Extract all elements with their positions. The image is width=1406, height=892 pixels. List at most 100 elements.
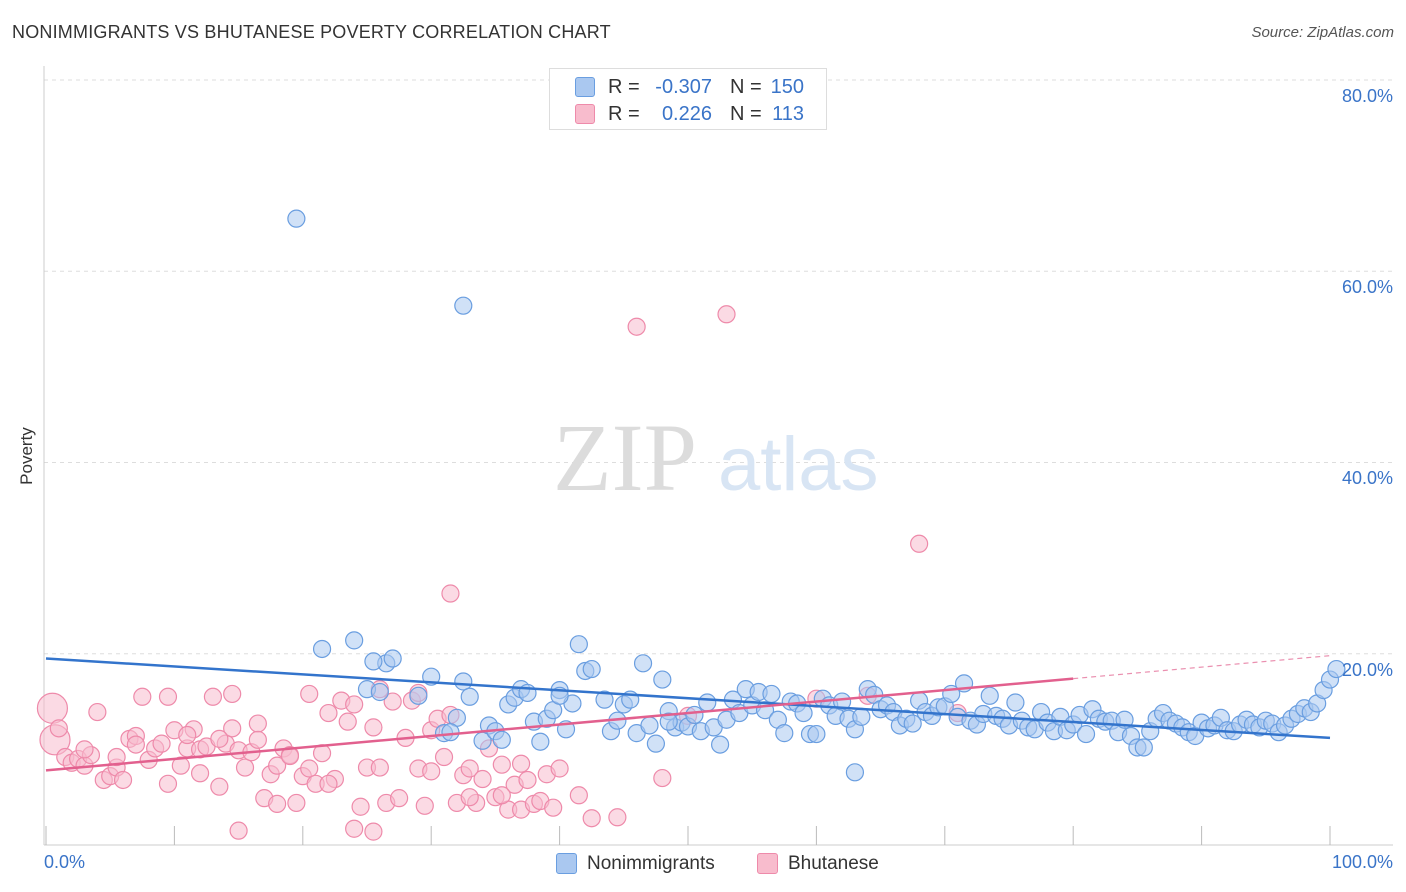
legend-label: Bhutanese: [788, 853, 879, 874]
r-label: R =: [608, 76, 640, 98]
trend-lines: [45, 655, 1331, 772]
bhutanese-point: [203, 687, 223, 706]
nonimmigrants-point: [582, 659, 601, 679]
bhutanese-point: [383, 692, 402, 711]
bhutanese-point: [107, 747, 126, 767]
nonimmigrants-trend-line: [45, 657, 1331, 740]
bhutanese-point: [158, 687, 178, 706]
bhutanese-point: [422, 762, 441, 781]
bhutanese-point: [126, 735, 145, 754]
bhutanese-point: [544, 798, 563, 817]
chart-title: NONIMMIGRANTS VS BHUTANESE POVERTY CORRE…: [12, 22, 611, 42]
nonimmigrants-point: [775, 724, 794, 743]
watermark-atlas: atlas: [718, 422, 879, 507]
bhutanese-point: [88, 702, 107, 722]
bhutanese-point: [550, 759, 569, 778]
bhutanese-point: [229, 821, 248, 840]
grid-lines: [44, 79, 1393, 655]
bhutanese-point: [190, 764, 210, 783]
bhutanese-points: [36, 305, 967, 841]
nonimmigrants-point: [1134, 738, 1153, 757]
bhutanese-point: [364, 718, 383, 737]
nonimmigrants-point: [454, 672, 473, 691]
nonimmigrants-point: [1327, 659, 1346, 679]
nonimmigrants-point: [364, 652, 383, 671]
bhutanese-point: [287, 793, 306, 813]
bhutanese-point: [248, 730, 267, 749]
y-tick-label: 80.0%: [1341, 86, 1393, 106]
bhutanese-point: [653, 768, 672, 788]
nonimmigrants-point: [370, 682, 389, 702]
nonimmigrants-point: [633, 654, 653, 673]
bhutanese-point: [178, 725, 197, 745]
y-tick-label: 60.0%: [1341, 277, 1393, 297]
bhutanese-point: [345, 695, 364, 714]
nonimmigrants-point: [698, 693, 717, 712]
bhutanese-point: [223, 719, 242, 738]
r-label: R =: [608, 103, 640, 125]
nonimmigrants-point: [345, 631, 364, 650]
bhutanese-point: [36, 692, 69, 724]
bhutanese-point: [338, 712, 357, 731]
nonimmigrants-point: [794, 703, 813, 723]
bhutanese-point: [268, 794, 287, 813]
bhutanese-point: [248, 714, 267, 733]
watermark: ZIP atlas: [553, 404, 879, 511]
nonimmigrants-point: [492, 730, 511, 749]
legend-row-bhutanese: R = 0.226 N = 113: [550, 101, 826, 127]
bhutanese-point: [434, 747, 454, 767]
bhutanese-point: [473, 769, 492, 789]
nonimmigrants-point: [903, 714, 922, 733]
bhutanese-point: [75, 740, 94, 759]
bhutanese-point: [300, 684, 319, 704]
nonimmigrants-point: [685, 705, 704, 725]
bhutanese-point: [415, 796, 434, 815]
nonimmigrants-point: [1006, 693, 1025, 712]
legend-label: Nonimmigrants: [587, 853, 715, 874]
nonimmigrants-point: [460, 687, 479, 706]
bhutanese-point: [268, 756, 287, 775]
bhutanese-point: [210, 777, 229, 796]
y-tick-label: 20.0%: [1341, 660, 1393, 680]
nonimmigrants-point: [646, 734, 666, 753]
bhutanese-point: [319, 774, 338, 793]
nonimmigrants-point: [1076, 724, 1096, 744]
y-axis-label: Poverty: [17, 427, 36, 485]
bhutanese-point: [441, 584, 460, 603]
nonimmigrants-point: [640, 716, 659, 735]
nonimmigrants-point: [531, 732, 550, 751]
bhutanese-point: [319, 703, 338, 723]
legend-swatch-blue: [556, 853, 577, 874]
legend-swatch-pink: [757, 853, 778, 874]
bhutanese-point: [133, 687, 152, 706]
n-label: N =: [730, 76, 762, 98]
x-tick-label: 0.0%: [44, 852, 86, 872]
nonimmigrants-point: [312, 639, 332, 659]
n-value: 150: [770, 76, 804, 98]
nonimmigrants-point: [832, 692, 852, 711]
nonimmigrants-point: [659, 712, 678, 731]
bhutanese-point: [492, 755, 511, 774]
bhutanese-point: [345, 819, 364, 838]
legend-row-nonimmigrants: R = -0.307 N = 150: [550, 74, 826, 100]
bhutanese-point: [113, 770, 133, 790]
bhutanese-trend-line: [45, 677, 1074, 772]
watermark-zip: ZIP: [553, 404, 697, 511]
bhutanese-point: [518, 770, 537, 790]
legend-swatch-pink: [575, 104, 595, 124]
bhutanese-point: [49, 719, 68, 738]
nonimmigrants-point: [845, 763, 865, 782]
nonimmigrants-point: [383, 649, 402, 668]
bhutanese-point: [460, 788, 479, 807]
bhutanese-point: [223, 684, 242, 704]
nonimmigrants-point: [710, 735, 730, 754]
nonimmigrants-point: [762, 684, 781, 704]
bhutanese-point: [608, 808, 627, 827]
nonimmigrants-point: [569, 635, 588, 654]
nonimmigrants-point: [980, 686, 999, 705]
nonimmigrants-point: [595, 690, 614, 709]
bhutanese-point: [492, 786, 511, 805]
bhutanese-point: [460, 759, 479, 778]
bhutanese-point: [300, 759, 319, 778]
nonimmigrants-point: [441, 723, 460, 742]
